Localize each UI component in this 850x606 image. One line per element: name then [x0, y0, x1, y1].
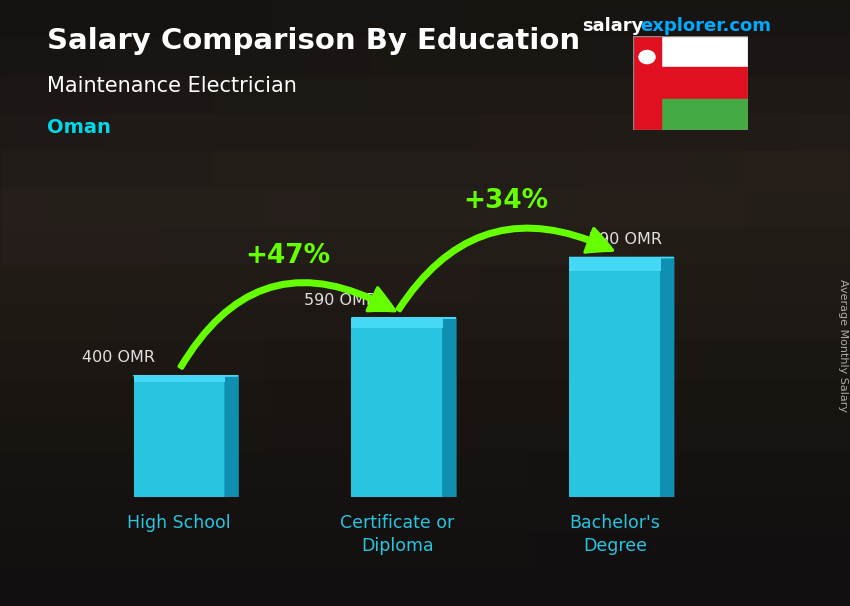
Text: Salary Comparison By Education: Salary Comparison By Education: [47, 27, 580, 55]
FancyArrowPatch shape: [397, 226, 613, 311]
Polygon shape: [443, 318, 456, 497]
FancyArrowPatch shape: [179, 281, 394, 368]
Text: Oman: Oman: [47, 118, 110, 137]
Bar: [351, 318, 443, 328]
Polygon shape: [660, 258, 674, 497]
Text: +34%: +34%: [463, 188, 548, 214]
Bar: [660, 99, 748, 130]
Text: Maintenance Electrician: Maintenance Electrician: [47, 76, 297, 96]
Bar: [660, 36, 748, 67]
Text: 790 OMR: 790 OMR: [589, 232, 662, 247]
Bar: [570, 258, 660, 497]
Bar: [570, 258, 660, 271]
Polygon shape: [225, 376, 238, 497]
Bar: [133, 376, 225, 382]
Text: Average Monthly Salary: Average Monthly Salary: [838, 279, 848, 412]
Bar: [633, 36, 660, 130]
Bar: [660, 67, 748, 99]
Text: salary: salary: [582, 17, 643, 35]
Text: +47%: +47%: [246, 243, 331, 269]
Text: explorer.com: explorer.com: [640, 17, 771, 35]
Text: 400 OMR: 400 OMR: [82, 350, 155, 365]
Bar: [133, 376, 225, 497]
Circle shape: [639, 50, 655, 64]
Bar: [351, 318, 443, 497]
Text: 590 OMR: 590 OMR: [304, 293, 377, 308]
